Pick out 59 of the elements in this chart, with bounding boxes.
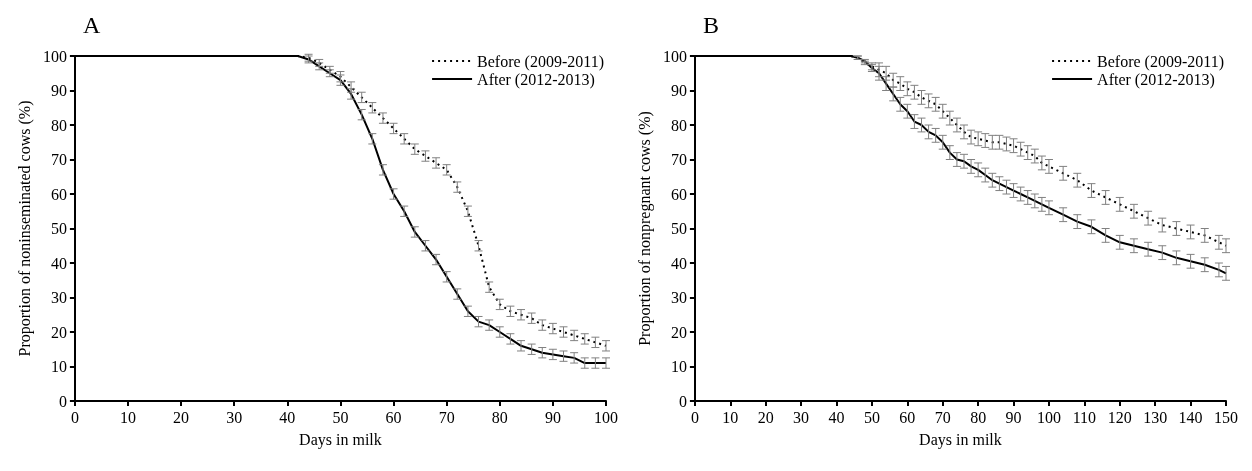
x-tick-label: 80 [491, 408, 508, 426]
y-tick-label: 40 [50, 254, 67, 272]
x-tick-label: 0 [70, 408, 79, 426]
y-tick-label: 80 [670, 116, 687, 134]
y-tick-label: 0 [678, 392, 687, 410]
x-tick-label: 0 [690, 408, 699, 426]
x-tick-label: 10 [722, 408, 739, 426]
y-tick-label: 60 [670, 185, 687, 203]
x-tick-label: 20 [173, 408, 190, 426]
y-tick-label: 10 [50, 358, 67, 375]
y-tick-label: 20 [670, 323, 687, 341]
y-tick-label: 50 [670, 220, 687, 237]
y-tick-label: 0 [58, 392, 67, 410]
x-axis-title: Days in milk [299, 430, 382, 449]
y-tick-label: 60 [50, 185, 67, 203]
x-tick-label: 110 [1072, 408, 1097, 426]
y-tick-label: 90 [670, 82, 687, 99]
x-tick-label: 40 [828, 408, 845, 426]
legend-label: Before (2009-2011) [1097, 52, 1224, 71]
x-tick-label: 80 [970, 408, 987, 426]
y-tick-label: 70 [670, 151, 687, 168]
y-tick-label: 100 [662, 47, 687, 65]
x-tick-label: 70 [934, 408, 951, 426]
x-tick-label: 30 [793, 408, 810, 426]
y-axis-title: Proportion of noninseminated cows (%) [15, 100, 34, 357]
x-tick-label: 90 [1005, 408, 1022, 426]
x-tick-label: 130 [1143, 408, 1168, 426]
legend-label: After (2012-2013) [477, 70, 595, 89]
y-tick-label: 40 [670, 254, 687, 272]
y-tick-label: 10 [670, 358, 687, 375]
x-axis-title: Days in milk [919, 430, 1002, 449]
y-tick-label: 90 [50, 82, 67, 99]
y-tick-label: 30 [50, 289, 67, 306]
x-tick-label: 90 [544, 408, 561, 426]
x-tick-label: 70 [438, 408, 455, 426]
y-tick-label: 100 [42, 47, 67, 65]
y-tick-label: 70 [50, 151, 67, 168]
x-tick-label: 50 [332, 408, 349, 426]
y-axis-title: Proportion of nonpregnant cows (%) [635, 111, 654, 346]
x-tick-label: 20 [757, 408, 774, 426]
x-tick-label: 60 [899, 408, 916, 426]
x-tick-label: 50 [863, 408, 880, 426]
x-tick-label: 120 [1107, 408, 1132, 426]
x-tick-label: 10 [120, 408, 137, 426]
x-tick-label: 30 [226, 408, 243, 426]
x-tick-label: 60 [385, 408, 402, 426]
legend-label: After (2012-2013) [1097, 70, 1215, 89]
x-tick-label: 100 [1036, 408, 1061, 426]
x-tick-label: 140 [1178, 408, 1203, 426]
chart-title: B [703, 12, 720, 38]
chart-title: A [83, 12, 101, 38]
x-tick-label: 100 [594, 408, 618, 426]
x-tick-label: 150 [1214, 408, 1238, 426]
y-tick-label: 50 [50, 220, 67, 237]
x-tick-label: 40 [279, 408, 296, 426]
y-tick-label: 30 [670, 289, 687, 306]
y-tick-label: 20 [50, 323, 67, 341]
legend-label: Before (2009-2011) [477, 52, 604, 71]
y-tick-label: 80 [50, 116, 67, 134]
